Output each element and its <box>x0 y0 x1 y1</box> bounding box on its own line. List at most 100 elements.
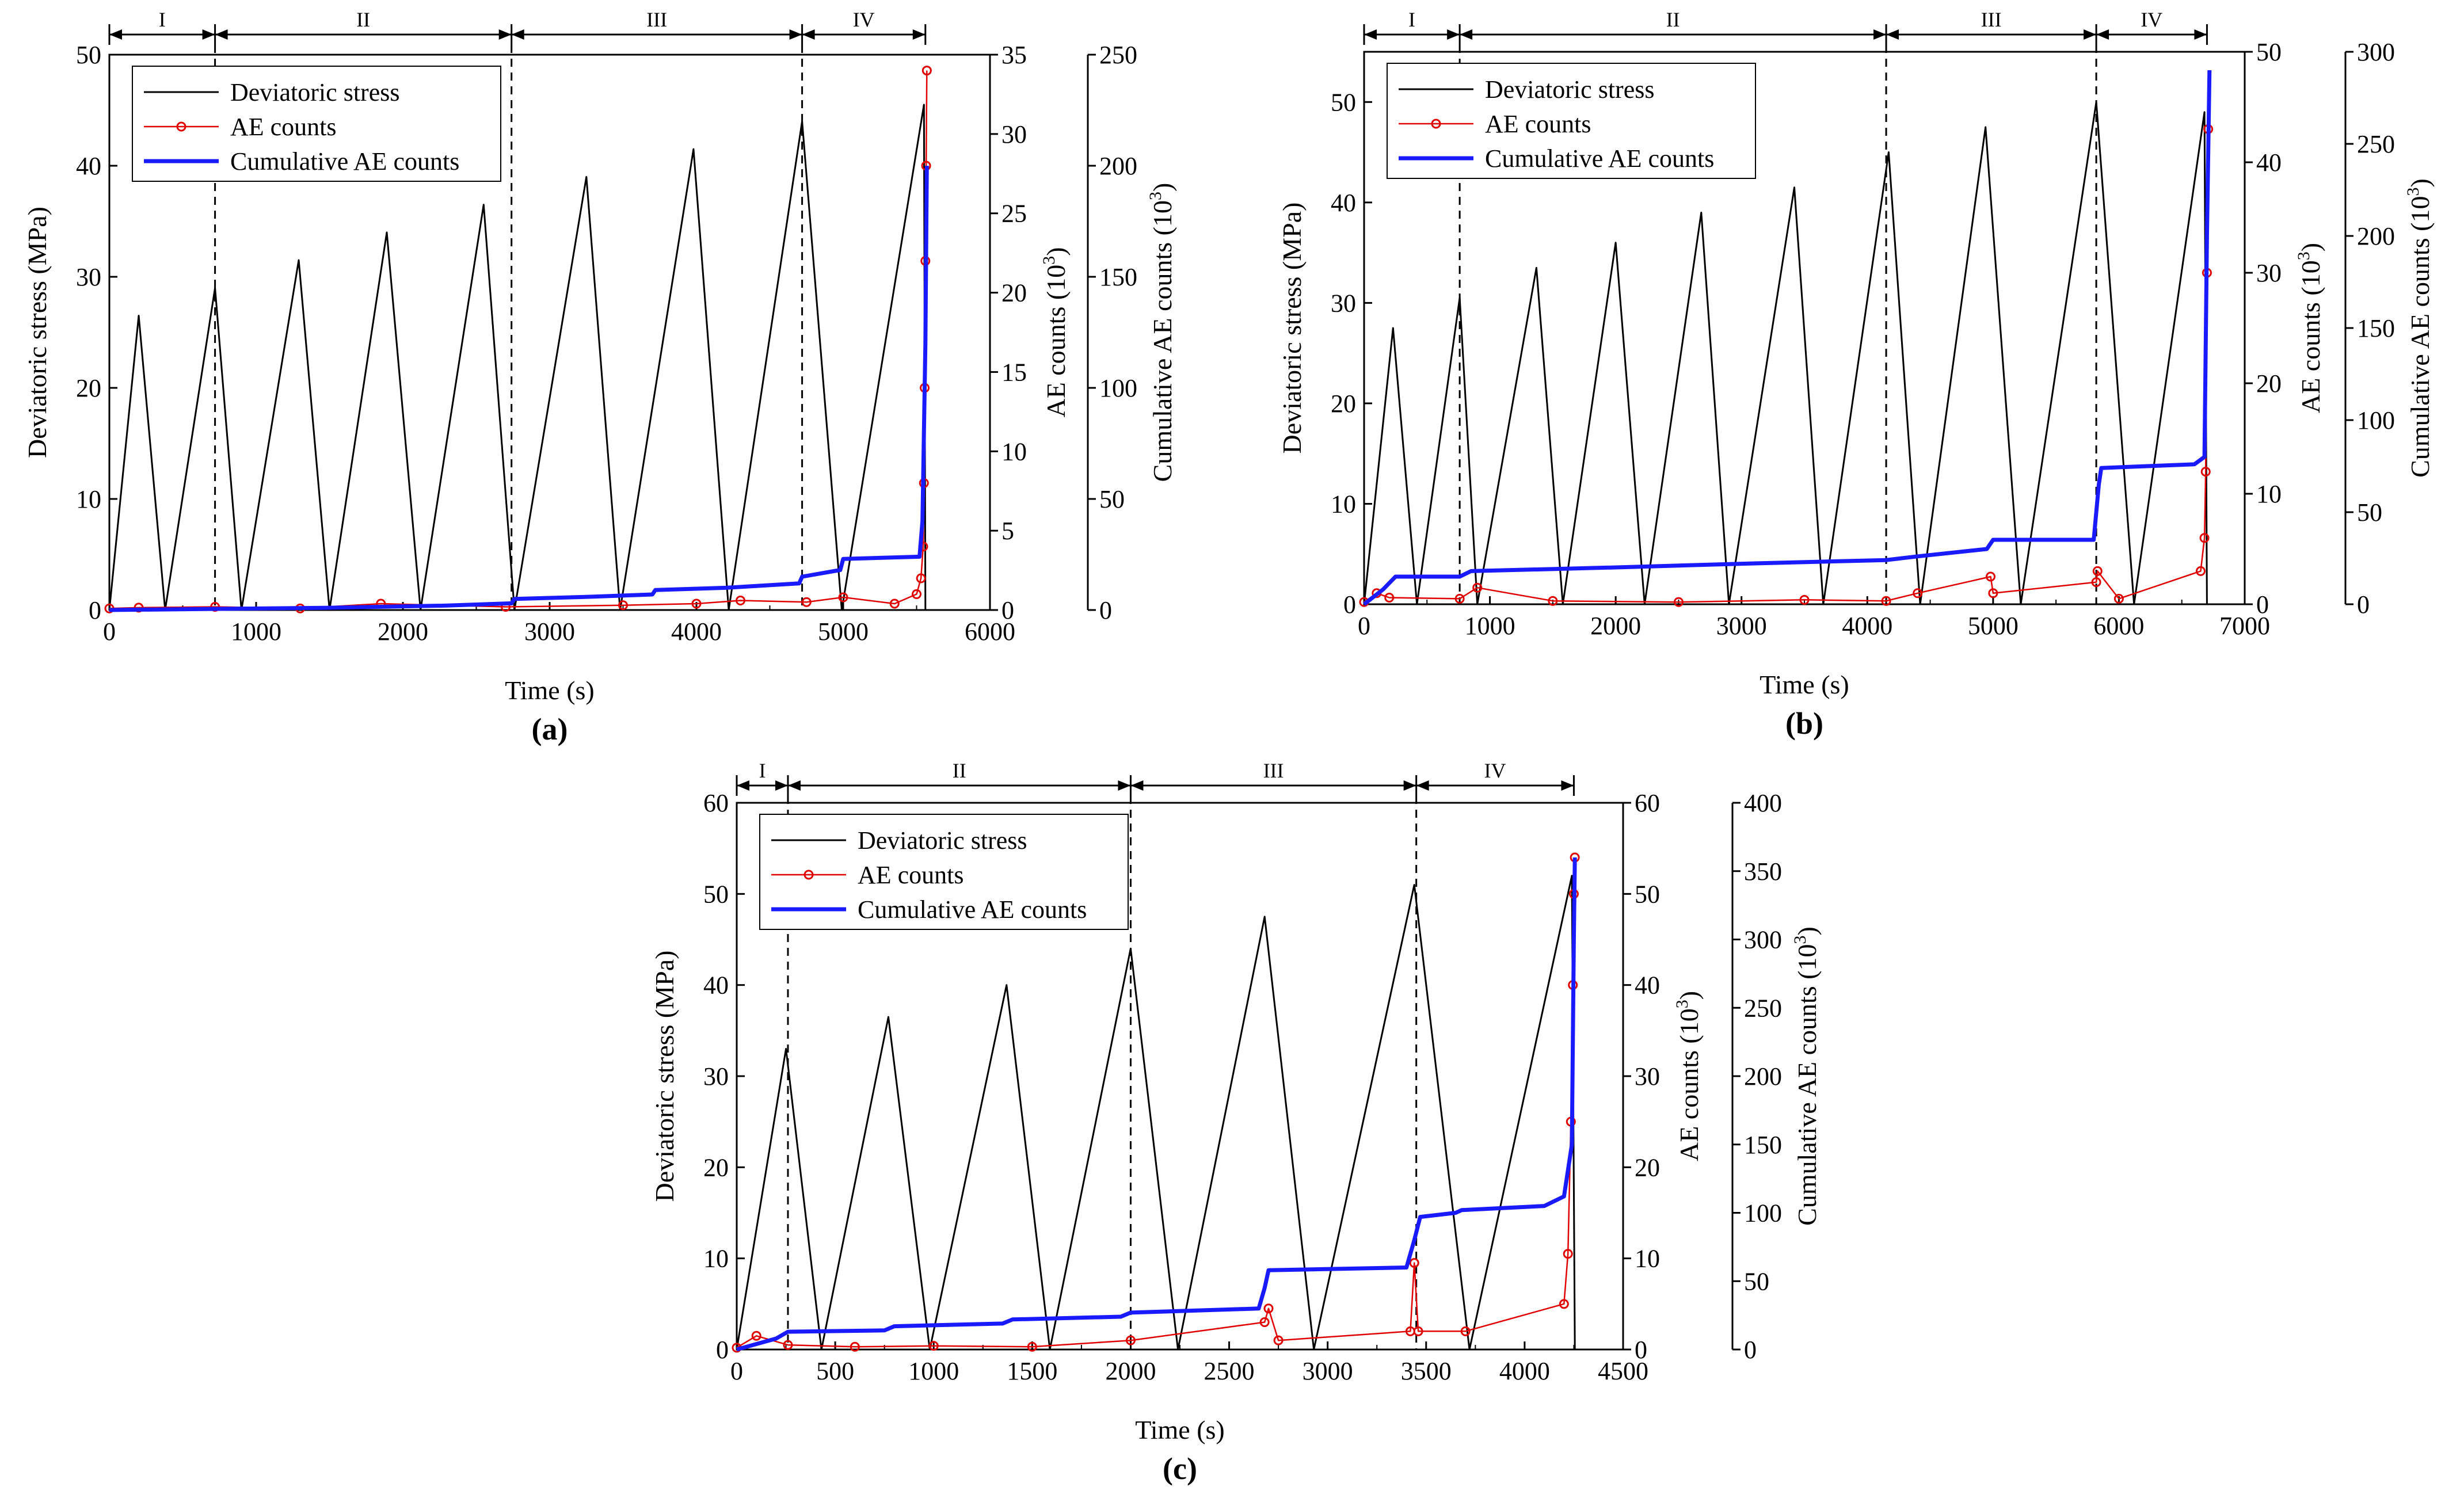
chart-1-y-ae-tick-label: 5 <box>1001 517 1014 545</box>
chart-1-panel-label: (a) <box>532 712 568 746</box>
chart-2-y-ae-axis-title-exponent: 3 <box>2294 251 2313 260</box>
chart-1-y-cum-tick-label: 50 <box>1099 485 1125 513</box>
chart-2-ae-point <box>1881 596 1891 606</box>
chart-1-y-ae-axis-title: AE counts (103) <box>1039 247 1071 417</box>
chart-1-x-tick-label: 1000 <box>231 617 281 646</box>
chart-2-legend-label: Deviatoric stress <box>1485 75 1654 104</box>
chart-1-y-left-tick-label: 20 <box>76 374 101 402</box>
chart-1-stage-label: IV <box>853 8 875 31</box>
chart-2-y-ae-tick-label: 10 <box>2256 480 2282 508</box>
chart-3-y-cum-tick-label: 350 <box>1744 857 1782 886</box>
chart-1-y-cum-tick-label: 200 <box>1099 152 1137 180</box>
chart-2-ae-point <box>1913 588 1923 598</box>
chart-3-stage-arrow-left <box>1416 780 1429 791</box>
chart-1-stage-arrow-left <box>215 29 228 40</box>
chart-1-y-cum-tick-label: 150 <box>1099 263 1137 291</box>
chart-2-ae-point <box>1799 594 1810 605</box>
chart-3-x-tick-label: 500 <box>816 1357 854 1385</box>
chart-2-y-left-tick-label: 0 <box>1343 590 1356 619</box>
chart-1-y-ae-tick-label: 20 <box>1001 279 1027 307</box>
chart-2-y-cum-tick-label: 300 <box>2357 38 2395 66</box>
chart-1-stage-arrow-left <box>109 29 122 40</box>
chart-2-ae-point <box>2113 593 2124 604</box>
chart-3-y-left-axis-title: Deviatoric stress (MPa) <box>650 951 679 1202</box>
chart-2-y-left-tick-label: 30 <box>1331 289 1356 317</box>
chart-2-stage-arrow-right <box>1447 29 1460 40</box>
chart-1-y-left-axis-title: Deviatoric stress (MPa) <box>22 207 52 458</box>
chart-1-legend-label: Cumulative AE counts <box>230 147 459 176</box>
chart-1-stage-arrow-right <box>202 29 215 40</box>
chart-2-series-cumulative-ae-counts-line <box>1362 70 2212 606</box>
chart-2-y-ae-axis-title-close: ) <box>2296 243 2325 251</box>
chart-3-legend-label: Deviatoric stress <box>858 826 1027 855</box>
chart-1-series-cumulative-ae-counts-line <box>109 165 929 612</box>
chart-2-x-tick-label: 6000 <box>2093 612 2144 640</box>
chart-3-y-cum-axis-title-exponent: 3 <box>1791 935 1810 944</box>
chart-3-ae-point <box>751 1331 761 1341</box>
chart-2-y-ae-tick-label: 20 <box>2256 369 2282 398</box>
chart-2-y-cum-tick-label: 150 <box>2357 314 2395 342</box>
chart-2-x-tick-label: 4000 <box>1842 612 1892 640</box>
chart-3-series-deviatoric-stress-line <box>736 875 1576 1351</box>
chart-1-y-ae-axis-title-main: AE counts (10 <box>1041 265 1071 418</box>
chart-2-panel-label: (b) <box>1785 706 1823 741</box>
chart-3-y-left-tick-label: 20 <box>703 1153 729 1181</box>
chart-2-stage-arrow-left <box>1364 29 1377 40</box>
chart-3-y-ae-axis-title-exponent: 3 <box>1673 1000 1692 1008</box>
chart-2-y-cum-tick-label: 250 <box>2357 130 2395 158</box>
chart-3-stage-label: II <box>953 759 966 782</box>
chart-3-y-cum-tick-label: 300 <box>1744 926 1782 954</box>
chart-3-stage-arrow-right <box>1561 780 1574 791</box>
chart-3-y-ae-axis-title-close: ) <box>1674 991 1704 1000</box>
chart-1-y-ae-axis-title-exponent: 3 <box>1039 256 1058 265</box>
chart-2-stage-arrow-right <box>2194 29 2207 40</box>
chart-3-legend-marker <box>803 870 814 880</box>
chart-3-y-ae-axis-title: AE counts (103) <box>1673 991 1704 1161</box>
chart-2-y-ae-tick-label: 40 <box>2256 148 2282 177</box>
chart-1-y-ae-tick-label: 15 <box>1001 358 1027 386</box>
chart-2-ae-point <box>1384 592 1395 603</box>
chart-2-ae-point <box>2196 566 2206 576</box>
chart-3-y-cum-axis-title: Cumulative AE counts (103) <box>1791 927 1822 1226</box>
chart-3-y-cum-axis-title-close: ) <box>1792 927 1822 935</box>
chart-3-y-ae-tick-label: 60 <box>1635 789 1660 817</box>
chart-2-y-left-tick-label: 20 <box>1331 390 1356 418</box>
chart-3-y-ae-tick-label: 50 <box>1635 880 1660 908</box>
chart-3-ae-point <box>850 1341 860 1352</box>
chart-1-y-cum-tick-label: 250 <box>1099 41 1137 69</box>
chart-2-x-tick-label: 1000 <box>1465 612 1515 640</box>
chart-2-x-tick-label: 5000 <box>1968 612 2019 640</box>
chart-3-y-cum-tick-label: 50 <box>1744 1267 1769 1295</box>
chart-3-y-cum-axis-title-main: Cumulative AE counts (10 <box>1792 944 1822 1225</box>
chart-3-x-tick-label: 3000 <box>1303 1357 1353 1385</box>
chart-3: 0 500 1000 1500 2000 2500 3000 3500 4000 45000102… <box>650 759 1822 1486</box>
chart-1-stage-arrow-right <box>498 29 512 40</box>
chart-1-x-tick-label: 3000 <box>524 617 575 646</box>
chart-2-y-cum-axis-title-exponent: 3 <box>2404 187 2423 196</box>
chart-1-x-tick-label: 2000 <box>378 617 428 646</box>
chart-2-stage-label: I <box>1408 8 1415 31</box>
chart-1-x-tick-label: 5000 <box>818 617 869 646</box>
chart-3-y-cum-tick-label: 400 <box>1744 789 1782 817</box>
chart-1-legend-label: AE counts <box>230 113 337 141</box>
chart-3-ae-point <box>1559 1299 1569 1309</box>
chart-1-stage-arrow-right <box>912 29 926 40</box>
chart-2-y-cum-tick-label: 0 <box>2357 590 2370 619</box>
chart-3-stage-label: IV <box>1484 759 1506 782</box>
chart-3-y-ae-tick-label: 40 <box>1635 971 1660 1000</box>
chart-3-series-cumulative-ae-counts-line <box>736 857 1577 1352</box>
chart-2-ae-point <box>1454 593 1465 604</box>
chart-3-legend-label: Cumulative AE counts <box>858 895 1087 924</box>
chart-3-x-tick-label: 1500 <box>1007 1357 1057 1385</box>
chart-1-y-ae-tick-label: 35 <box>1001 41 1027 69</box>
chart-3-y-cum-tick-label: 250 <box>1744 994 1782 1022</box>
chart-2-x-axis-title: Time (s) <box>1760 670 1849 699</box>
chart-2-y-cum-tick-label: 100 <box>2357 406 2395 434</box>
chart-3-ae-point <box>1259 1317 1270 1327</box>
chart-3-y-left-tick-label: 30 <box>703 1062 729 1091</box>
chart-3-ae-point <box>1273 1335 1284 1345</box>
chart-3-y-left-tick-label: 0 <box>716 1336 729 1364</box>
chart-1-y-cum-tick-label: 100 <box>1099 374 1137 402</box>
chart-3-stage-arrow-right <box>1118 780 1131 791</box>
chart-2-y-left-tick-label: 40 <box>1331 189 1356 217</box>
